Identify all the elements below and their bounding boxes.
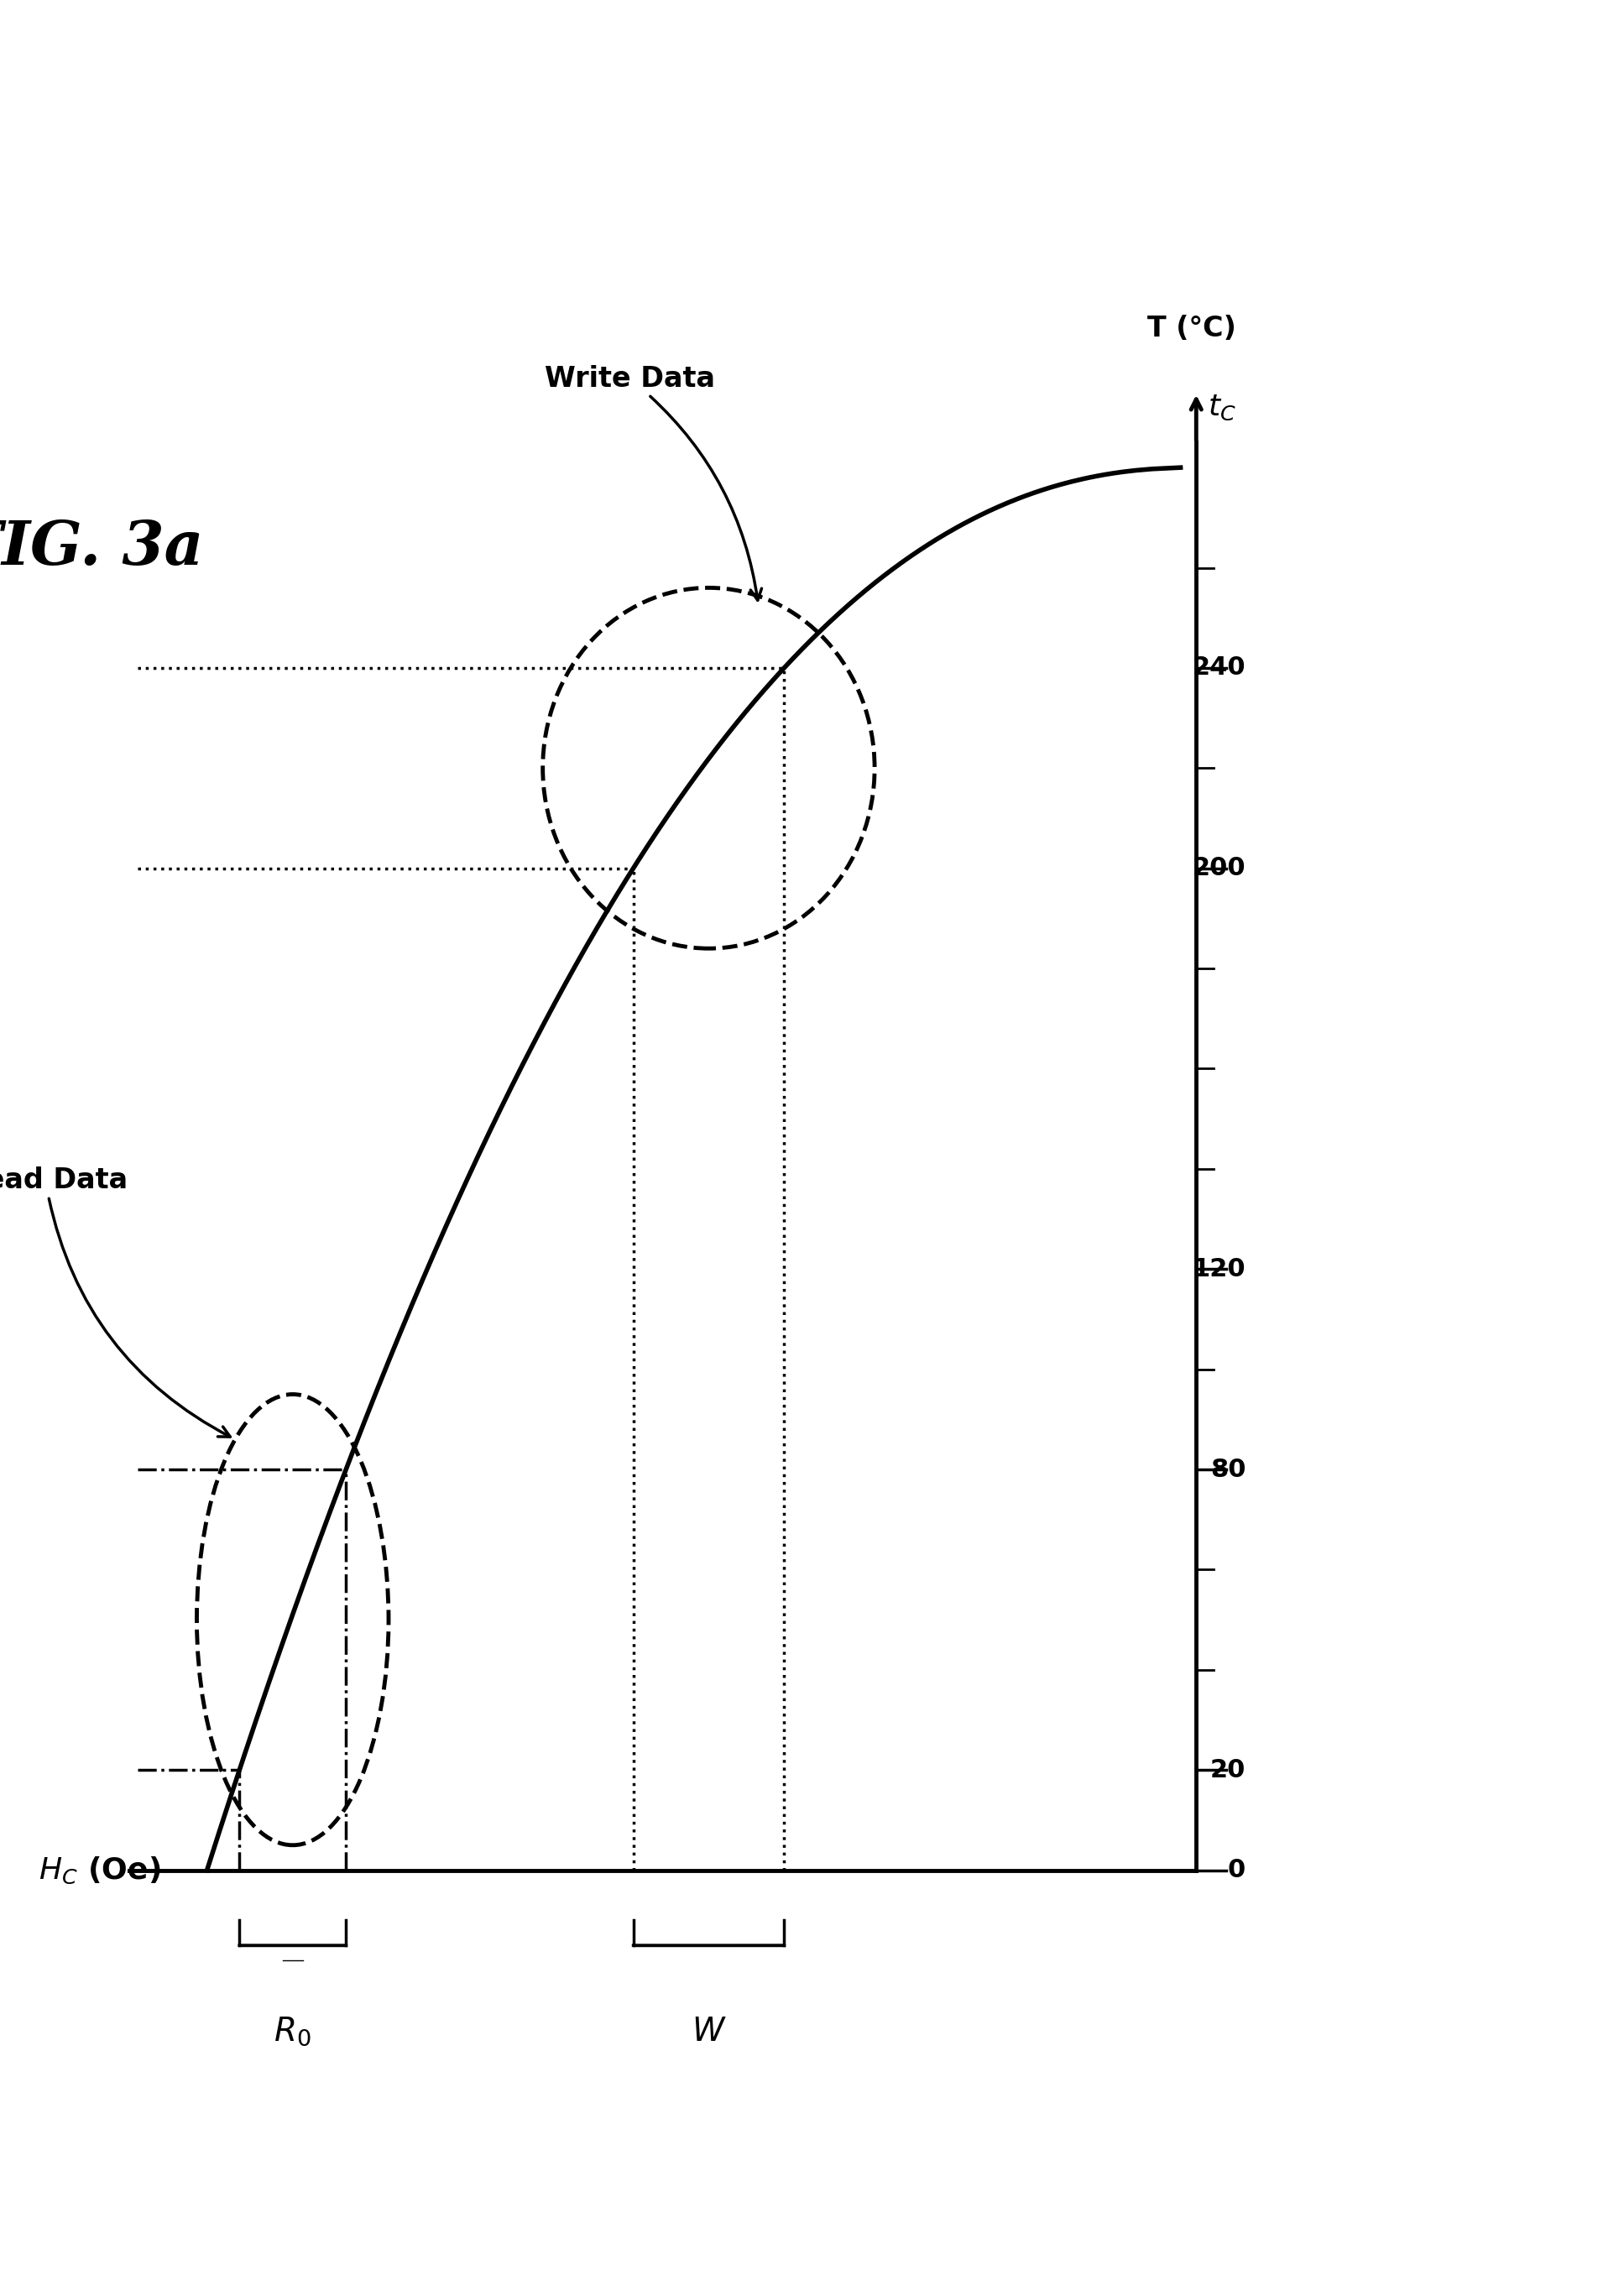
Text: 200: 200 — [1192, 856, 1246, 879]
Text: $H_C$ (Oe): $H_C$ (Oe) — [38, 1855, 161, 1885]
Text: T (°C): T (°C) — [1147, 315, 1235, 342]
Text: 0: 0 — [1227, 1857, 1246, 1883]
Text: 20: 20 — [1210, 1759, 1246, 1782]
Text: 80: 80 — [1210, 1458, 1246, 1481]
Text: FIG. 3a: FIG. 3a — [0, 517, 205, 576]
Text: $R_0$: $R_0$ — [273, 2016, 312, 2048]
Text: $t_C$: $t_C$ — [1208, 393, 1235, 422]
Text: 120: 120 — [1192, 1256, 1246, 1281]
Text: Read Data: Read Data — [0, 1166, 230, 1437]
Text: 240: 240 — [1192, 657, 1246, 680]
Text: Write Data: Write Data — [545, 365, 762, 599]
Text: $W$: $W$ — [692, 2016, 725, 2048]
